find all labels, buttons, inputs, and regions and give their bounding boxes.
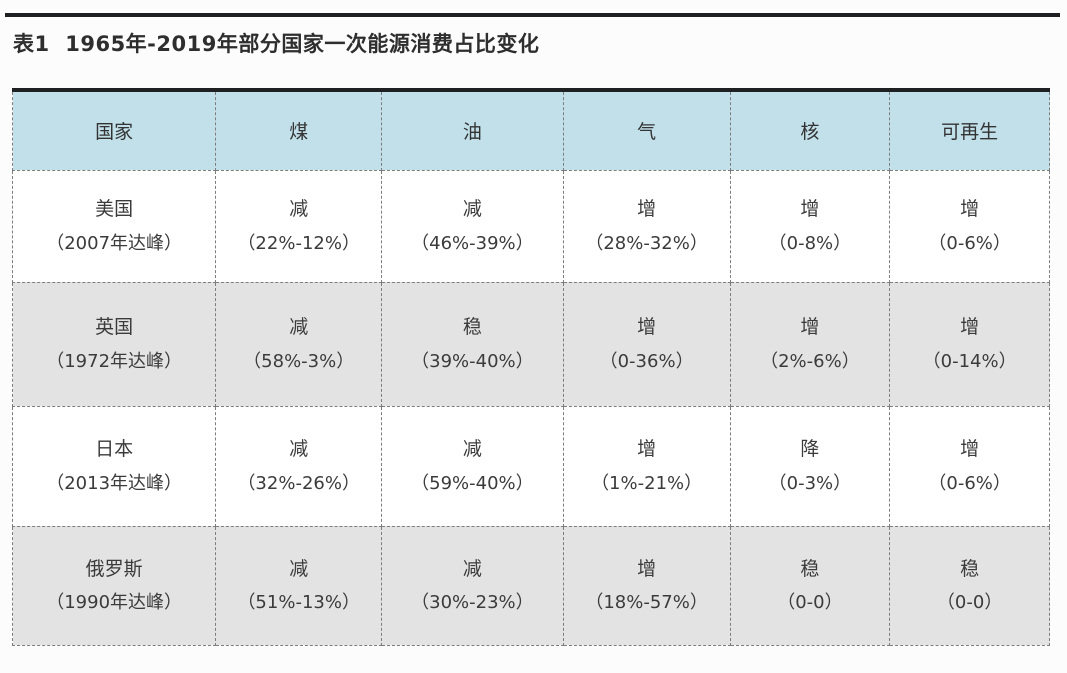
col-header-renewable: 可再生	[889, 92, 1050, 171]
table-row: 日本 （2013年达峰） 减 （32%-26%） 减 （59%-40%） 增 （…	[11, 405, 1050, 527]
data-cell: 减 （32%-26%）	[215, 405, 383, 527]
header-row: 国家 煤 油 气 核 可再生	[11, 92, 1050, 171]
range-value: （0-6%）	[928, 472, 1011, 494]
table-title: 表1 1965年-2019年部分国家一次能源消费占比变化	[13, 32, 540, 56]
trend-value: 减	[462, 557, 482, 580]
data-cell: 增 （0-8%）	[729, 169, 891, 283]
energy-consumption-table: 国家 煤 油 气 核 可再生 美国 （2007年达峰） 减 （22%-12	[11, 92, 1050, 646]
trend-value: 增	[637, 316, 657, 339]
country-name: 日本	[95, 438, 134, 461]
range-value: （2%-6%）	[760, 350, 860, 372]
table-row: 美国 （2007年达峰） 减 （22%-12%） 减 （46%-39%） 增 （…	[11, 169, 1050, 283]
top-rule-divider	[5, 13, 1060, 17]
range-value: （0-0）	[936, 592, 1003, 614]
trend-value: 减	[289, 316, 309, 339]
range-value: （58%-3%）	[243, 350, 355, 372]
trend-value: 减	[289, 557, 309, 580]
range-value: （0-0）	[777, 592, 843, 614]
country-peak-year: （1972年达峰）	[46, 350, 183, 372]
data-cell: 增 （0-6%）	[889, 169, 1050, 283]
range-value: （0-14%）	[922, 350, 1017, 372]
country-cell: 日本 （2013年达峰）	[11, 405, 217, 527]
range-value: （0-36%）	[599, 350, 694, 372]
data-cell: 稳 （0-0）	[729, 525, 891, 646]
data-cell: 增 （0-6%）	[889, 405, 1050, 527]
data-cell: 增 （0-14%）	[889, 281, 1050, 407]
range-value: （0-8%）	[768, 232, 852, 254]
range-value: （32%-26%）	[237, 472, 360, 494]
range-value: （46%-39%）	[411, 232, 534, 254]
range-value: （39%-40%）	[411, 350, 534, 372]
range-value: （1%-21%）	[591, 472, 703, 494]
data-cell: 减 （46%-39%）	[381, 169, 564, 283]
trend-value: 增	[800, 198, 820, 221]
col-header-oil: 油	[381, 92, 564, 171]
trend-value: 减	[289, 438, 309, 461]
table-row: 俄罗斯 （1990年达峰） 减 （51%-13%） 减 （30%-23%） 增 …	[11, 525, 1050, 646]
trend-value: 增	[800, 316, 820, 339]
trend-value: 增	[637, 557, 657, 580]
country-cell: 英国 （1972年达峰）	[11, 281, 217, 407]
trend-value: 稳	[800, 557, 820, 580]
data-cell: 增 （2%-6%）	[729, 281, 891, 407]
country-cell: 美国 （2007年达峰）	[11, 169, 217, 283]
trend-value: 稳	[960, 557, 980, 580]
data-cell: 减 （59%-40%）	[381, 405, 564, 527]
col-header-gas: 气	[562, 92, 731, 171]
range-value: （59%-40%）	[411, 472, 534, 494]
country-peak-year: （1990年达峰）	[46, 592, 183, 614]
range-value: （18%-57%）	[585, 592, 708, 614]
data-cell: 稳 （39%-40%）	[381, 281, 564, 407]
data-cell: 增 （18%-57%）	[562, 525, 731, 646]
col-header-country: 国家	[11, 92, 217, 171]
range-value: （0-3%）	[768, 472, 852, 494]
data-cell: 增 （1%-21%）	[562, 405, 731, 527]
country-peak-year: （2007年达峰）	[46, 232, 183, 254]
range-value: （28%-32%）	[585, 232, 708, 254]
country-cell: 俄罗斯 （1990年达峰）	[11, 525, 217, 646]
col-header-coal: 煤	[215, 92, 383, 171]
energy-table-wrapper: 国家 煤 油 气 核 可再生 美国 （2007年达峰） 减 （22%-12	[11, 88, 1050, 646]
trend-value: 增	[960, 316, 980, 339]
country-peak-year: （2013年达峰）	[46, 472, 183, 494]
country-name: 美国	[95, 198, 134, 221]
trend-value: 增	[960, 438, 980, 461]
range-value: （0-6%）	[928, 232, 1011, 254]
trend-value: 降	[800, 438, 820, 461]
data-cell: 增 （28%-32%）	[562, 169, 731, 283]
data-cell: 降 （0-3%）	[729, 405, 891, 527]
trend-value: 减	[462, 438, 482, 461]
trend-value: 增	[637, 198, 657, 221]
data-cell: 减 （22%-12%）	[215, 169, 383, 283]
trend-value: 减	[289, 198, 309, 221]
data-cell: 减 （51%-13%）	[215, 525, 383, 646]
data-cell: 减 （58%-3%）	[215, 281, 383, 407]
range-value: （22%-12%）	[237, 232, 360, 254]
data-cell: 减 （30%-23%）	[381, 525, 564, 646]
table-row: 英国 （1972年达峰） 减 （58%-3%） 稳 （39%-40%） 增 （0…	[11, 281, 1050, 407]
col-header-nuclear: 核	[729, 92, 891, 171]
trend-value: 增	[960, 198, 980, 221]
trend-value: 稳	[462, 316, 482, 339]
range-value: （30%-23%）	[411, 592, 534, 614]
trend-value: 减	[462, 198, 482, 221]
country-name: 俄罗斯	[85, 557, 143, 580]
data-cell: 增 （0-36%）	[562, 281, 731, 407]
range-value: （51%-13%）	[237, 592, 360, 614]
trend-value: 增	[637, 438, 657, 461]
country-name: 英国	[95, 316, 134, 339]
data-cell: 稳 （0-0）	[889, 525, 1050, 646]
